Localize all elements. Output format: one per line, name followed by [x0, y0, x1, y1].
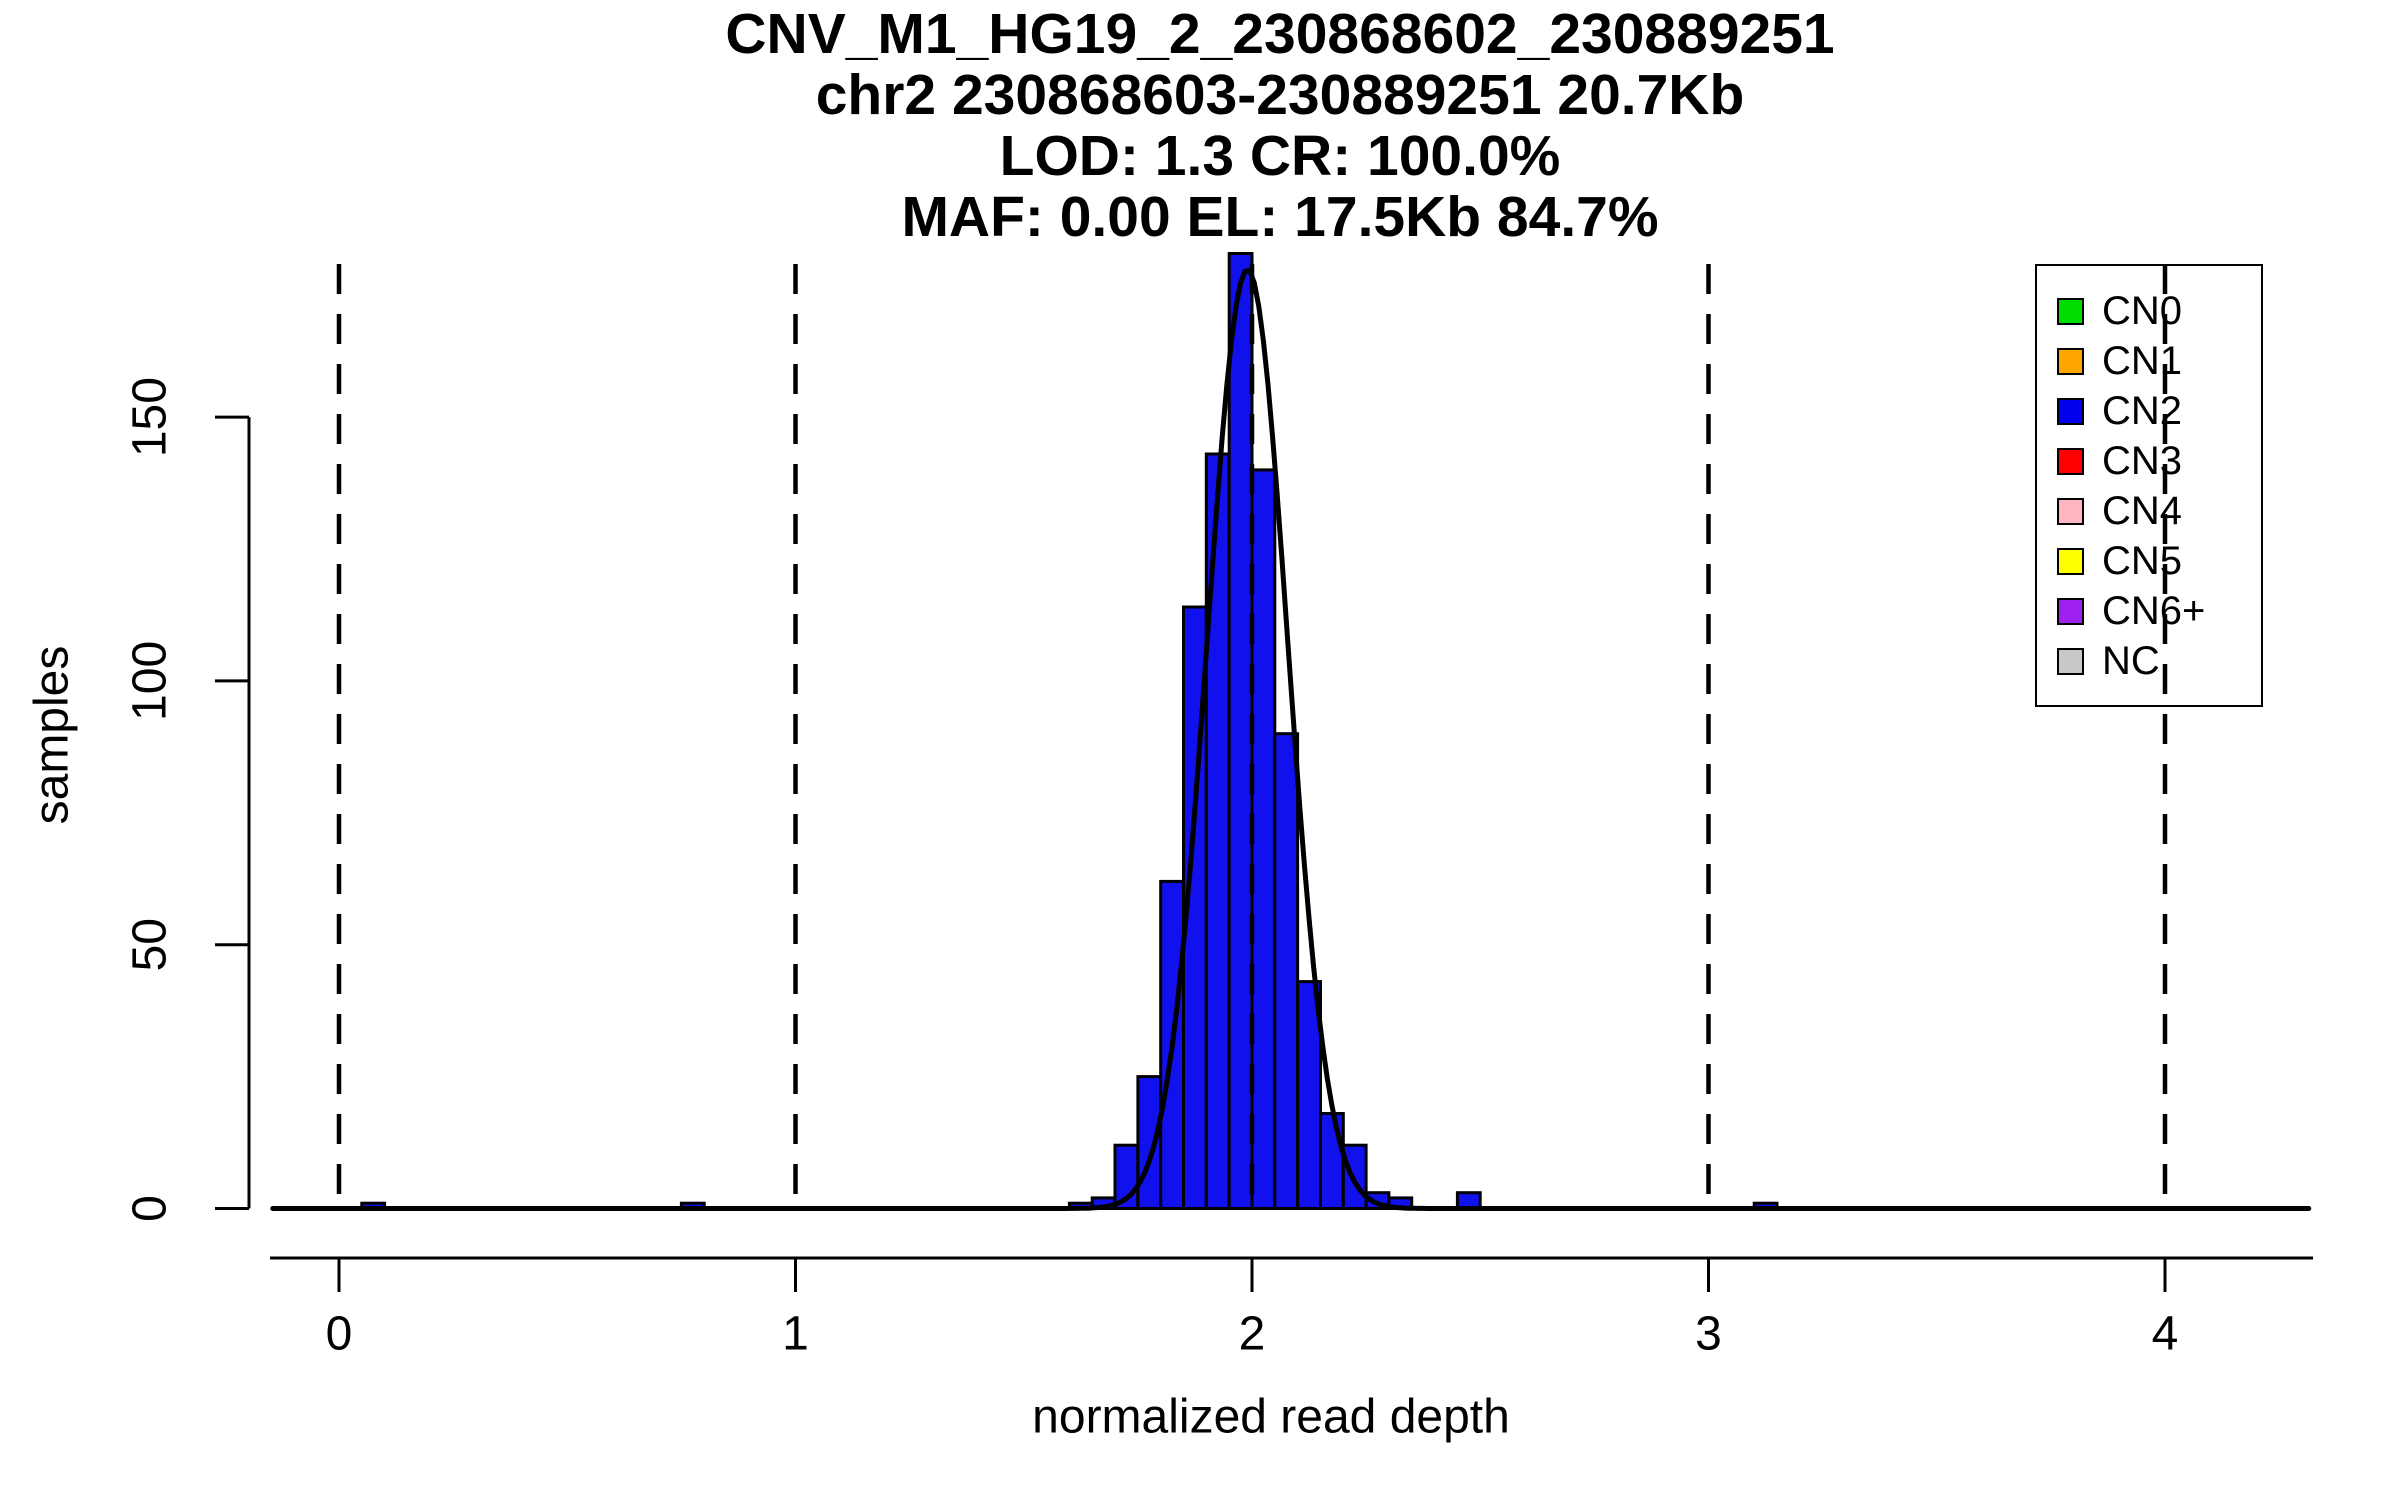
legend-item-cn1: CN1	[2037, 336, 2261, 386]
histogram-bar	[1273, 732, 1300, 1210]
legend-label-cn4: CN4	[2102, 489, 2183, 533]
legend-label-cn2: CN2	[2102, 389, 2183, 433]
histogram-bar	[1296, 980, 1322, 1210]
histogram-bar	[1319, 1112, 1345, 1210]
legend-item-cn3: CN3	[2037, 436, 2261, 486]
x-tick-label: 1	[782, 1308, 809, 1361]
legend-swatch-cn4	[2057, 497, 2084, 525]
legend-label-cn3: CN3	[2102, 439, 2183, 483]
y-tick-label: 50	[124, 918, 177, 971]
legend-item-cn4: CN4	[2037, 486, 2261, 536]
x-tick-label: 4	[2152, 1308, 2179, 1361]
legend-swatch-cn2	[2057, 397, 2084, 425]
y-tick-label: 100	[124, 641, 177, 721]
x-axis-label: normalized read depth	[1032, 1390, 1510, 1444]
legend-item-cn6plus: CN6+	[2037, 586, 2261, 636]
y-tick-label: 150	[124, 377, 177, 457]
legend-item-cn2: CN2	[2037, 386, 2261, 436]
legend-swatch-cn6plus	[2057, 597, 2084, 625]
legend-swatch-cn5	[2057, 547, 2084, 575]
gaussian-fit-curve	[270, 268, 2312, 1211]
legend-item-nc: NC	[2037, 636, 2261, 686]
x-tick-label: 3	[1695, 1308, 1722, 1361]
legend-swatch-cn3	[2057, 447, 2084, 475]
legend-label-cn5: CN5	[2102, 539, 2183, 583]
legend-swatch-cn1	[2057, 347, 2084, 375]
x-tick-label: 0	[326, 1308, 353, 1361]
chart-title: CNV_M1_HG19_2_230868602_230889251 chr2 2…	[240, 4, 2320, 248]
histogram-bar	[1227, 252, 1254, 1210]
legend-label-cn1: CN1	[2102, 339, 2183, 383]
histogram-bar	[1204, 452, 1231, 1210]
title-line-region: chr2 230868603-230889251 20.7Kb	[815, 63, 1745, 127]
legend-item-cn5: CN5	[2037, 536, 2261, 586]
legend-item-cn0: CN0	[2037, 286, 2261, 336]
histogram-bar	[1250, 468, 1277, 1210]
y-tick-label: 0	[124, 1195, 177, 1222]
legend-swatch-nc	[2057, 647, 2084, 675]
y-axis-label: samples	[25, 645, 79, 825]
legend-label-nc: NC	[2102, 639, 2160, 683]
title-line-id: CNV_M1_HG19_2_230868602_230889251	[725, 2, 1835, 66]
x-tick-label: 2	[1239, 1308, 1266, 1361]
title-line-maf-el: MAF: 0.00 EL: 17.5Kb 84.7%	[901, 185, 1659, 249]
legend-swatch-cn0	[2057, 297, 2084, 325]
legend-label-cn0: CN0	[2102, 289, 2183, 333]
legend: CN0 CN1 CN2 CN3 CN4 CN5 CN6+ NC	[2035, 264, 2263, 707]
title-line-lod-cr: LOD: 1.3 CR: 100.0%	[999, 124, 1561, 188]
legend-label-cn6plus: CN6+	[2102, 589, 2206, 633]
